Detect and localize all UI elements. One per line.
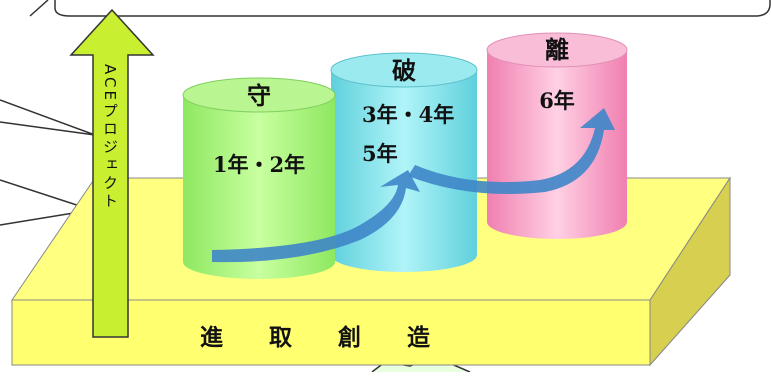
platform-label: 進 取 創 造 xyxy=(200,324,431,351)
ace-project-arrow xyxy=(69,8,155,338)
callout-pointer-line xyxy=(29,0,49,17)
ace-project-label: ACEプロジェクト xyxy=(101,64,119,211)
progress-arrow-2 xyxy=(408,108,615,194)
callout-box xyxy=(54,0,771,17)
stage-title-ha: 破 xyxy=(392,56,416,85)
stage-text-shu: 1年・2年 xyxy=(213,152,305,177)
stage-text-ha-line1: 3年・4年 xyxy=(362,102,454,127)
stage-title-ri: 離 xyxy=(545,35,569,64)
cylinder-shu xyxy=(182,77,336,279)
stage-title-shu: 守 xyxy=(247,81,271,110)
stage-text-ri: 6年 xyxy=(539,88,575,113)
stage-text-ha-line2: 5年 xyxy=(362,141,398,166)
progress-arrow-1 xyxy=(212,170,420,263)
